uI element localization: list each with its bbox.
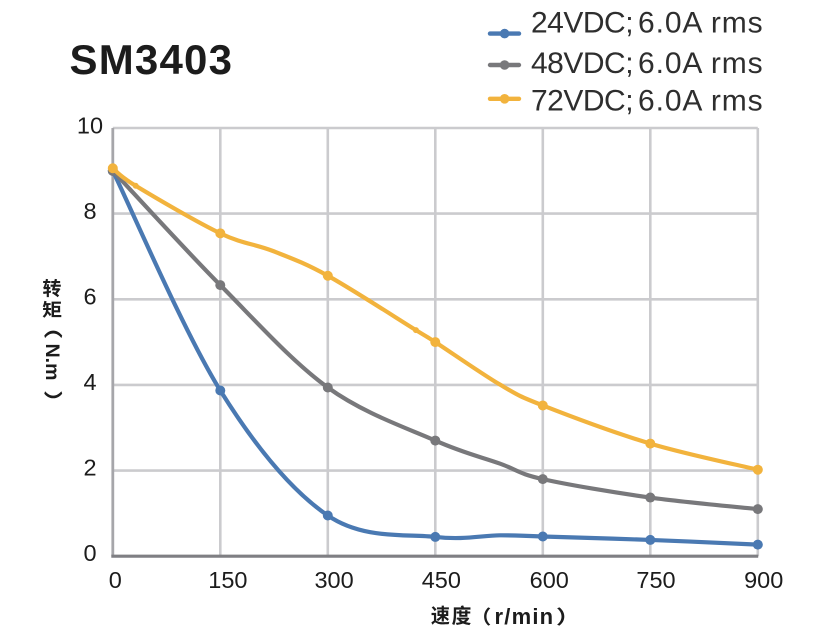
svg-text:24VDC;: 24VDC; bbox=[531, 7, 633, 40]
svg-text:N.m: N.m bbox=[41, 344, 63, 381]
svg-text:SM3403: SM3403 bbox=[70, 36, 234, 83]
svg-text:6: 6 bbox=[83, 283, 96, 309]
svg-text:10: 10 bbox=[77, 112, 103, 138]
svg-text:6.0A rms: 6.0A rms bbox=[638, 7, 764, 40]
svg-text:r/min: r/min bbox=[495, 604, 555, 629]
svg-text:450: 450 bbox=[422, 567, 461, 593]
svg-text:6.0A rms: 6.0A rms bbox=[638, 47, 764, 80]
svg-text:750: 750 bbox=[636, 567, 675, 593]
svg-text:72VDC;: 72VDC; bbox=[531, 85, 633, 118]
svg-text:48VDC;: 48VDC; bbox=[531, 47, 633, 80]
svg-text:6.0A rms: 6.0A rms bbox=[638, 85, 764, 118]
svg-text:0: 0 bbox=[83, 540, 96, 566]
svg-text:0: 0 bbox=[109, 567, 122, 593]
svg-text:600: 600 bbox=[530, 567, 569, 593]
svg-text:2: 2 bbox=[83, 454, 96, 480]
svg-text:900: 900 bbox=[744, 567, 783, 593]
svg-text:300: 300 bbox=[314, 567, 353, 593]
svg-text:4: 4 bbox=[83, 369, 96, 395]
svg-text:150: 150 bbox=[208, 567, 247, 593]
svg-text:8: 8 bbox=[83, 198, 96, 224]
